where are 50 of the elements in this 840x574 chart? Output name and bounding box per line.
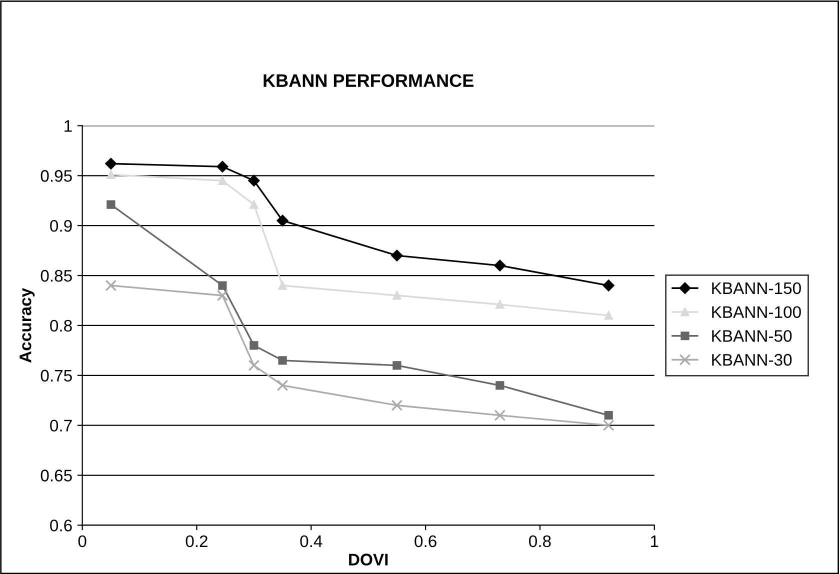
legend-label: KBANN-30 — [712, 354, 792, 366]
y-tick-label: 0.8 — [50, 320, 72, 332]
point — [250, 200, 258, 209]
point — [218, 176, 227, 185]
point — [496, 381, 504, 390]
y-axis-title: Accuracy — [20, 288, 35, 363]
point — [496, 300, 504, 309]
point — [276, 214, 288, 226]
legend-label: KBANN-50 — [712, 330, 792, 342]
point — [604, 411, 613, 420]
point — [392, 291, 402, 300]
point — [602, 280, 614, 292]
legend-label: KBANN-150 — [712, 282, 801, 294]
x-tick-label: 0.6 — [414, 535, 436, 548]
legend-label: KBANN-100 — [712, 306, 801, 318]
y-tick-label: 1 — [64, 120, 72, 132]
point — [248, 360, 260, 372]
point — [250, 341, 258, 350]
y-tick-label: 0.9 — [50, 220, 72, 232]
point — [106, 170, 116, 179]
x-tick-label: 0 — [78, 535, 86, 548]
chart-title: KBANN PERFORMANCE — [264, 74, 474, 87]
point — [105, 158, 117, 170]
point — [392, 361, 402, 370]
y-tick-label: 0.95 — [40, 170, 72, 182]
point — [218, 281, 227, 290]
x-tick-label: 1 — [650, 536, 658, 548]
y-tick-label: 0.7 — [50, 420, 72, 432]
point — [602, 420, 614, 432]
point — [494, 410, 506, 422]
point — [276, 380, 288, 392]
y-tick-label: 0.75 — [40, 370, 72, 382]
point — [106, 200, 116, 209]
x-axis-title: DOVI — [349, 554, 388, 566]
x-tick-label: 0.4 — [300, 535, 322, 548]
point — [216, 290, 228, 302]
y-tick-label: 0.65 — [40, 470, 72, 482]
point — [278, 356, 287, 365]
point — [278, 281, 287, 290]
point — [216, 160, 228, 172]
point — [494, 260, 506, 272]
y-tick-label: 0.6 — [50, 520, 72, 532]
y-tick-label: 0.85 — [40, 270, 72, 282]
point — [391, 400, 403, 412]
x-tick-label: 0.2 — [186, 535, 208, 548]
point — [248, 174, 260, 186]
point — [391, 250, 403, 262]
point — [105, 280, 117, 292]
x-tick-label: 0.8 — [529, 535, 551, 548]
point — [604, 311, 613, 320]
